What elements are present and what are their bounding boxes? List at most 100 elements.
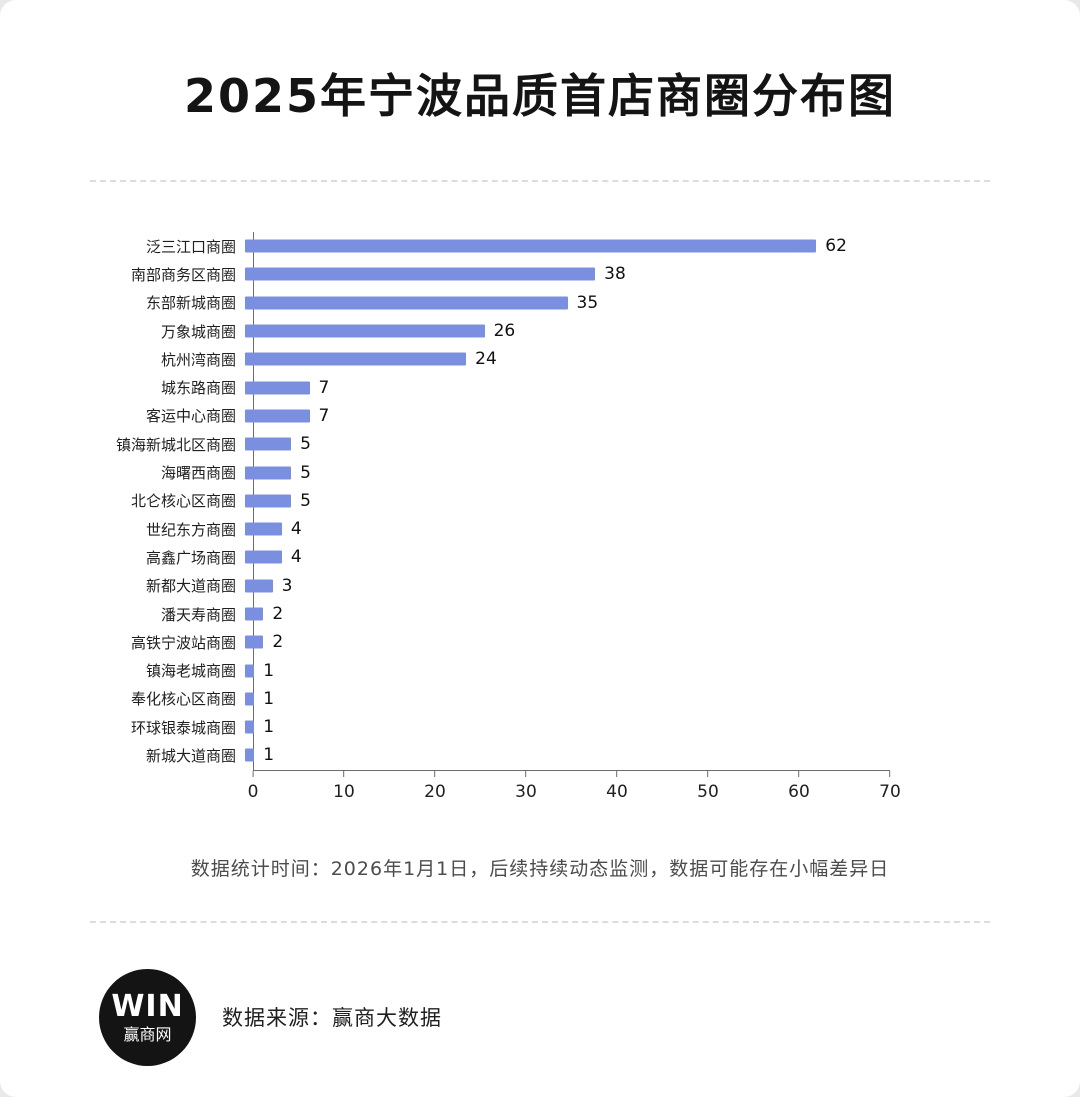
bar-track: 2 [245, 600, 890, 628]
logo-subtext: 赢商网 [123, 1024, 172, 1044]
bar-row: 高铁宁波站商圈 2 [55, 628, 890, 656]
category-label: 高鑫广场商圈 [145, 548, 236, 567]
bar-row: 环球银泰城商圈 1 [55, 713, 890, 741]
bar [245, 635, 264, 649]
bar-track: 24 [245, 345, 890, 373]
bar [245, 409, 310, 423]
x-axis-tick: 50 [697, 770, 719, 802]
tick-mark [616, 770, 618, 777]
x-axis-tick: 40 [606, 770, 628, 802]
category-label: 镇海新城北区商圈 [115, 435, 236, 454]
bar-track: 5 [245, 430, 890, 458]
winshang-logo: WIN 赢商网 [99, 968, 196, 1066]
category-label: 世纪东方商圈 [145, 520, 236, 539]
bar-value-label: 1 [263, 660, 275, 681]
bar-track: 7 [245, 373, 890, 401]
category-label: 南部商务区商圈 [130, 265, 236, 284]
bar-row: 万象城商圈 26 [55, 317, 890, 345]
bar-row: 新城大道商圈 1 [55, 741, 890, 769]
x-axis-tick: 30 [515, 770, 537, 802]
bar-track: 3 [245, 572, 890, 600]
bar [245, 466, 292, 480]
bar-track: 62 [245, 232, 890, 260]
bar-row: 杭州湾商圈 24 [55, 345, 890, 373]
bar-rows: 泛三江口商圈 62 南部商务区商圈 38 东部新城商圈 35 万象城商圈 26 杭州湾商圈 24 城… [55, 232, 890, 770]
x-axis-tick: 60 [788, 770, 810, 802]
category-label: 奉化核心区商圈 [130, 690, 236, 709]
bar [245, 664, 255, 678]
tick-label: 20 [424, 781, 446, 802]
bar-track: 1 [245, 741, 890, 769]
bar-row: 镇海新城北区商圈 5 [55, 430, 890, 458]
category-label: 高铁宁波站商圈 [130, 633, 236, 652]
category-label: 新城大道商圈 [145, 746, 236, 765]
bar-row: 世纪东方商圈 4 [55, 515, 890, 543]
bar-track: 5 [245, 487, 890, 515]
bar-row: 客运中心商圈 7 [55, 402, 890, 430]
category-label: 潘天寿商圈 [160, 605, 236, 624]
bar-value-label: 26 [493, 321, 516, 342]
bar-track: 26 [245, 317, 890, 345]
bar-track: 1 [245, 685, 890, 713]
x-axis-tick: 10 [333, 770, 355, 802]
tick-label: 0 [247, 781, 259, 802]
bar-value-label: 24 [475, 349, 497, 370]
bar-value-label: 1 [263, 745, 275, 766]
tick-mark [525, 770, 527, 777]
bar-value-label: 2 [272, 604, 284, 624]
tick-label: 10 [333, 781, 355, 802]
bar-value-label: 5 [300, 462, 311, 483]
bar [245, 267, 596, 281]
tick-mark [343, 770, 345, 777]
bar [245, 579, 273, 593]
tick-label: 60 [788, 781, 810, 802]
bar-value-label: 38 [604, 264, 626, 285]
category-label: 东部新城商圈 [145, 294, 236, 313]
footnote-text: 数据统计时间：2026年1月1日，后续持续动态监测，数据可能存在小幅差异日 [190, 857, 890, 880]
bar-track: 4 [245, 543, 890, 571]
tick-label: 70 [879, 781, 901, 802]
bar-value-label: 3 [281, 575, 293, 596]
tick-mark [889, 770, 891, 777]
bar-row: 潘天寿商圈 2 [55, 600, 890, 628]
tick-label: 40 [606, 781, 628, 802]
bar-value-label: 35 [576, 292, 599, 313]
bar [245, 607, 264, 621]
bar-value-label: 4 [290, 519, 302, 540]
category-label: 北仑核心区商圈 [130, 492, 236, 511]
bar [245, 522, 282, 536]
bar-chart: 泛三江口商圈 62 南部商务区商圈 38 东部新城商圈 35 万象城商圈 26 杭州湾商圈 24 城… [55, 232, 901, 812]
divider-top [90, 180, 990, 182]
bar-track: 35 [245, 289, 890, 317]
footer: WIN 赢商网 数据来源：赢商大数据 [0, 923, 1080, 1066]
x-axis-tick: 20 [424, 770, 446, 802]
bar-value-label: 1 [263, 717, 275, 738]
bar [245, 239, 817, 253]
bar [245, 352, 467, 366]
bar-row: 东部新城商圈 35 [55, 289, 890, 317]
x-axis: 0 10 20 30 40 50 60 70 [248, 769, 901, 812]
bar-row: 泛三江口商圈 62 [55, 232, 890, 260]
bar-value-label: 2 [272, 632, 284, 653]
category-label: 城东路商圈 [160, 379, 236, 398]
tick-mark [434, 770, 436, 777]
bar-track: 38 [245, 260, 890, 288]
bar-value-label: 7 [318, 377, 330, 398]
bar-row: 南部商务区商圈 38 [55, 260, 890, 288]
x-axis-tick: 0 [247, 770, 259, 802]
bar-value-label: 1 [263, 688, 275, 709]
category-label: 镇海老城商圈 [145, 662, 236, 681]
bar [245, 748, 255, 762]
bar [245, 324, 485, 338]
tick-mark [707, 770, 709, 777]
data-source-label: 数据来源：赢商大数据 [222, 1006, 442, 1031]
bar-row: 新都大道商圈 3 [55, 572, 890, 600]
bar-row: 城东路商圈 7 [55, 373, 890, 401]
bar-value-label: 5 [300, 434, 311, 455]
page-title: 2025年宁波品质首店商圈分布图 [183, 69, 897, 123]
bar [245, 437, 292, 451]
bar [245, 381, 310, 395]
bar-row: 海曙西商圈 5 [55, 458, 890, 486]
category-label: 客运中心商圈 [145, 407, 236, 426]
bar-track: 7 [245, 402, 890, 430]
